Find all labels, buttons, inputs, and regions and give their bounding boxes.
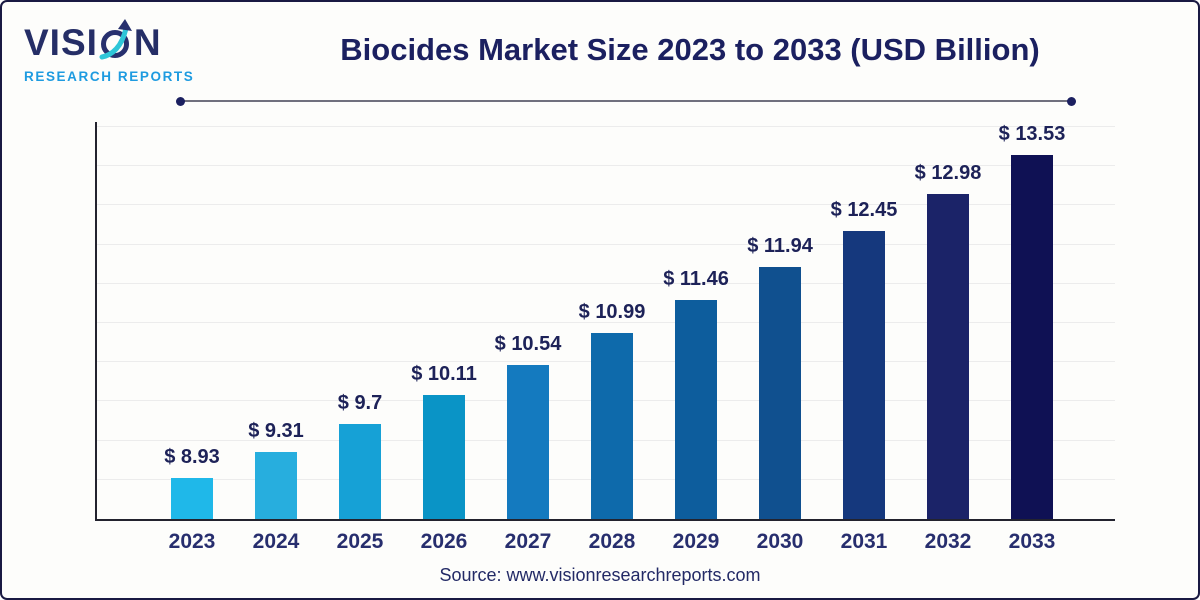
gridline: [97, 282, 1115, 284]
bar-2027: [507, 365, 549, 519]
logo-text-post: N: [133, 21, 162, 63]
logo-wordmark: VISI N: [24, 18, 194, 66]
logo-arrow-icon: [99, 18, 133, 66]
gridline: [97, 322, 1115, 323]
x-axis-label-2025: 2025: [336, 530, 384, 553]
bar-2030: [759, 267, 801, 519]
bar-2033: [1011, 155, 1053, 519]
plot-area: $ 8.93 2023 $ 9.31 2024 $ 9.7 2025 $ 10.11 2026…: [95, 122, 1115, 553]
bar-value-label-2027: $ 10.54: [494, 333, 562, 355]
bar-2032: [927, 194, 969, 519]
bar-value-label-2026: $ 10.11: [411, 363, 477, 385]
gridline: [97, 126, 1115, 127]
x-axis-label-2030: 2030: [756, 530, 804, 553]
bar-2024: [255, 452, 297, 519]
chart-title: Biocides Market Size 2023 to 2033 (USD B…: [340, 32, 1040, 67]
bar-value-label-2029: $ 11.46: [663, 268, 729, 290]
logo-subtitle: RESEARCH REPORTS: [24, 69, 195, 84]
bar-2026: [423, 395, 465, 519]
source-attribution: Source: www.visionresearchreports.com: [439, 565, 761, 585]
x-axis-label-2032: 2032: [924, 530, 972, 553]
divider-dot-left: [176, 96, 185, 106]
bar-value-label-2023: $ 8.93: [164, 446, 220, 468]
gridline: [97, 243, 1115, 245]
x-axis-label-2026: 2026: [420, 530, 468, 553]
bar-value-label-2025: $ 9.7: [337, 392, 383, 414]
bar-value-label-2030: $ 11.94: [747, 235, 813, 257]
bar-value-label-2032: $ 12.98: [914, 162, 982, 184]
vision-research-reports-logo: VISI N RESEARCH REPORTS: [24, 18, 194, 84]
bar-value-label-2028: $ 10.99: [578, 301, 646, 323]
x-axis-label-2028: 2028: [588, 530, 636, 553]
bar-2025: [339, 424, 381, 519]
x-axis-label-2029: 2029: [672, 530, 720, 553]
bar-value-label-2024: $ 9.31: [248, 420, 304, 442]
x-axis-label-2033: 2033: [1008, 530, 1056, 553]
x-axis-label-2027: 2027: [504, 530, 552, 553]
bar-value-label-2033: $ 13.53: [998, 123, 1066, 145]
gridline: [97, 204, 1115, 206]
bar-2029: [675, 300, 717, 519]
x-axis-label-2023: 2023: [168, 530, 216, 553]
x-axis-label-2024: 2024: [252, 530, 300, 553]
bar-value-label-2031: $ 12.45: [830, 199, 898, 221]
gridline: [97, 165, 1115, 167]
divider-dot-right: [1067, 96, 1076, 106]
bar-2031: [843, 231, 885, 519]
bar-2028: [591, 333, 633, 519]
bar-2023: [171, 478, 213, 519]
x-axis-label-2031: 2031: [840, 530, 888, 553]
logo-text-pre: VISI: [24, 21, 98, 63]
title-divider: [176, 96, 1076, 106]
